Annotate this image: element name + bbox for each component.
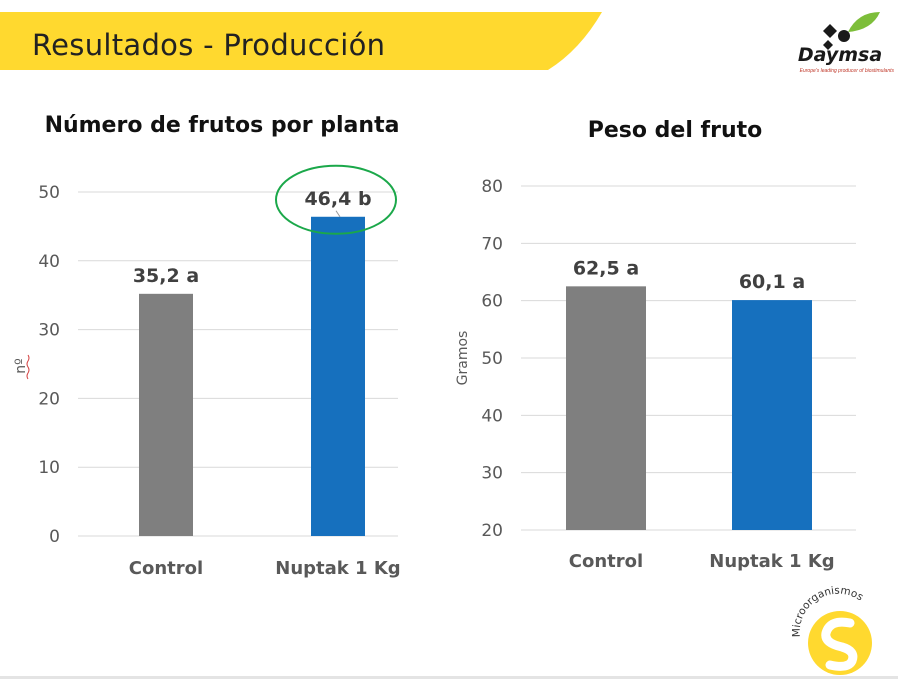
chart-fruit-weight: Peso del fruto 20 30 40 50 60 70 80 Gramos 62,5 a… <box>455 118 856 572</box>
logo-mark-icon <box>823 12 880 50</box>
bar-control <box>566 286 646 530</box>
highlight-ellipse <box>275 164 397 235</box>
slide-title: Resultados - Producción <box>32 28 386 62</box>
y-axis-label: nº <box>13 358 29 373</box>
y-tick-label: 60 <box>481 292 503 312</box>
y-tick-label: 50 <box>38 183 60 203</box>
chart-fruits-per-plant: Número de frutos por planta 0 10 20 30 40 50 nº… <box>13 113 401 579</box>
banner-shape <box>0 12 602 70</box>
y-tick-label: 50 <box>481 349 503 369</box>
logo-text: Daymsa <box>797 44 883 66</box>
y-tick-label: 10 <box>38 458 60 478</box>
data-label: 60,1 a <box>739 271 805 293</box>
label-leader-line <box>335 210 341 218</box>
y-tick-label: 20 <box>481 521 503 541</box>
y-tick-label: 30 <box>38 321 60 341</box>
microbe-icon <box>821 617 858 671</box>
chart-title: Número de frutos por planta <box>45 113 400 138</box>
microorganismos-badge: Microorganismos <box>791 585 872 675</box>
y-tick-label: 40 <box>38 252 60 272</box>
logo-tagline: Europe's leading producer of biostimulan… <box>799 68 894 74</box>
title-banner <box>0 12 602 70</box>
bar-nuptak <box>311 216 365 536</box>
daymsa-logo: Daymsa Europe's leading producer of bios… <box>786 10 894 78</box>
y-tick-label: 20 <box>38 389 60 409</box>
category-label: Control <box>569 551 643 572</box>
data-label: 46,4 b <box>304 188 371 210</box>
y-tick-label: 70 <box>481 234 503 254</box>
y-tick-label: 80 <box>481 177 503 197</box>
category-label: Nuptak 1 Kg <box>709 551 834 572</box>
y-axis-label: Gramos <box>455 331 471 386</box>
data-label: 62,5 a <box>573 257 639 279</box>
data-label: 35,2 a <box>133 265 199 287</box>
bar-nuptak <box>732 300 812 530</box>
category-label: Nuptak 1 Kg <box>275 558 400 579</box>
spellcheck-underline <box>26 354 30 380</box>
y-tick-label: 30 <box>481 464 503 484</box>
chart-title: Peso del fruto <box>588 118 763 143</box>
y-tick-label: 0 <box>49 527 60 547</box>
category-label: Control <box>129 558 203 579</box>
bar-control <box>139 293 193 536</box>
footer-line <box>0 676 898 679</box>
y-tick-label: 40 <box>481 406 503 426</box>
